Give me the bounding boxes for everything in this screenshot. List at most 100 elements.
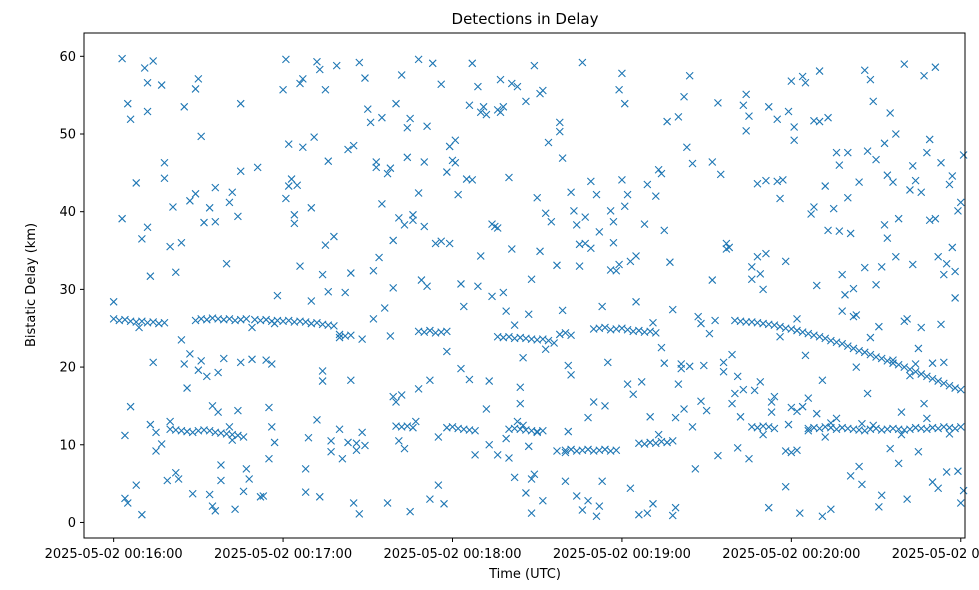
- detection-point: [406, 507, 415, 516]
- detection-point: [522, 97, 530, 106]
- detection-point: [146, 420, 155, 429]
- detection-point: [505, 332, 513, 341]
- detection-point: [762, 249, 770, 258]
- detection-point: [832, 414, 841, 423]
- detection-point: [860, 426, 869, 435]
- detection-point: [485, 440, 494, 449]
- detection-point: [945, 180, 954, 189]
- detection-point: [900, 60, 909, 68]
- detection-point: [908, 260, 917, 269]
- detection-point: [730, 389, 739, 398]
- detection-point: [584, 496, 592, 505]
- detection-point: [812, 281, 821, 290]
- detection-point: [877, 262, 886, 271]
- detection-point: [284, 182, 293, 190]
- detection-point: [123, 499, 132, 507]
- detection-point: [476, 252, 485, 260]
- detection-point: [253, 163, 262, 172]
- detection-point: [541, 345, 550, 354]
- detection-point: [939, 379, 948, 388]
- detection-point: [601, 445, 609, 454]
- detection-point: [725, 243, 734, 252]
- detection-point: [313, 318, 321, 327]
- detection-point: [671, 503, 680, 512]
- detection-point: [248, 355, 256, 364]
- detection-point: [939, 270, 948, 279]
- detection-point: [824, 113, 832, 122]
- detection-point: [564, 361, 573, 370]
- detection-point: [603, 358, 612, 367]
- detection-point: [793, 407, 801, 416]
- detection-point: [567, 445, 575, 454]
- detection-point: [688, 423, 697, 431]
- detection-point: [383, 169, 392, 178]
- detection-point: [685, 71, 694, 80]
- detection-point: [714, 451, 722, 460]
- detection-point: [236, 167, 245, 176]
- detection-point: [414, 189, 423, 197]
- detection-point: [445, 239, 454, 248]
- detection-point: [567, 188, 575, 197]
- detection-point: [697, 397, 705, 406]
- detection-point: [152, 447, 160, 455]
- detection-point: [231, 505, 239, 514]
- detection-point: [770, 321, 779, 330]
- detection-point: [872, 280, 880, 289]
- detection-point: [671, 413, 680, 422]
- detection-point: [315, 65, 324, 74]
- detection-point: [954, 207, 962, 215]
- detection-point: [426, 326, 434, 335]
- detection-point: [163, 476, 172, 485]
- detection-point: [262, 315, 271, 324]
- detection-point: [482, 110, 491, 119]
- detection-point: [109, 315, 118, 323]
- detection-point: [906, 186, 914, 194]
- detection-point: [874, 503, 883, 511]
- detection-point: [852, 363, 861, 371]
- detection-point: [183, 384, 191, 392]
- detection-point: [499, 102, 508, 111]
- detection-point: [457, 364, 465, 373]
- detection-point: [843, 148, 852, 157]
- detection-point: [719, 367, 728, 376]
- detection-point: [764, 423, 773, 431]
- detection-point: [225, 423, 234, 431]
- detection-point: [180, 102, 189, 111]
- y-axis-label: Bistatic Delay (km): [24, 223, 39, 347]
- detection-point: [519, 353, 527, 362]
- detection-point: [934, 484, 943, 493]
- plot-area: [83, 32, 968, 539]
- detection-point: [519, 421, 527, 430]
- detection-point: [270, 319, 279, 328]
- detection-point: [773, 115, 782, 124]
- detection-point: [756, 269, 765, 278]
- detection-point: [330, 232, 338, 241]
- x-axis: 2025-05-02 00:16:00 2025-05-02 00:17:00 20…: [45, 538, 979, 562]
- detection-point: [242, 464, 251, 473]
- detection-point: [826, 419, 835, 427]
- detection-point: [810, 331, 818, 340]
- detection-point: [555, 118, 564, 127]
- detection-point: [959, 151, 968, 159]
- detection-point: [601, 402, 609, 410]
- detection-point: [880, 139, 889, 148]
- detection-point: [750, 386, 759, 395]
- detection-point: [567, 370, 575, 379]
- detection-point: [171, 468, 180, 477]
- detection-point: [733, 372, 742, 381]
- detection-point: [234, 431, 242, 440]
- detection-point: [188, 428, 197, 437]
- series-track-descending: [730, 316, 965, 394]
- detection-point: [787, 448, 796, 457]
- detection-point: [205, 490, 214, 499]
- detection-point: [493, 450, 502, 459]
- detection-point: [838, 270, 847, 279]
- detection-point: [956, 423, 965, 431]
- detection-point: [234, 212, 242, 221]
- detection-point: [420, 328, 429, 337]
- detection-point: [476, 108, 485, 117]
- detection-point: [860, 263, 869, 272]
- detection-point: [538, 426, 547, 435]
- detection-point: [488, 292, 496, 301]
